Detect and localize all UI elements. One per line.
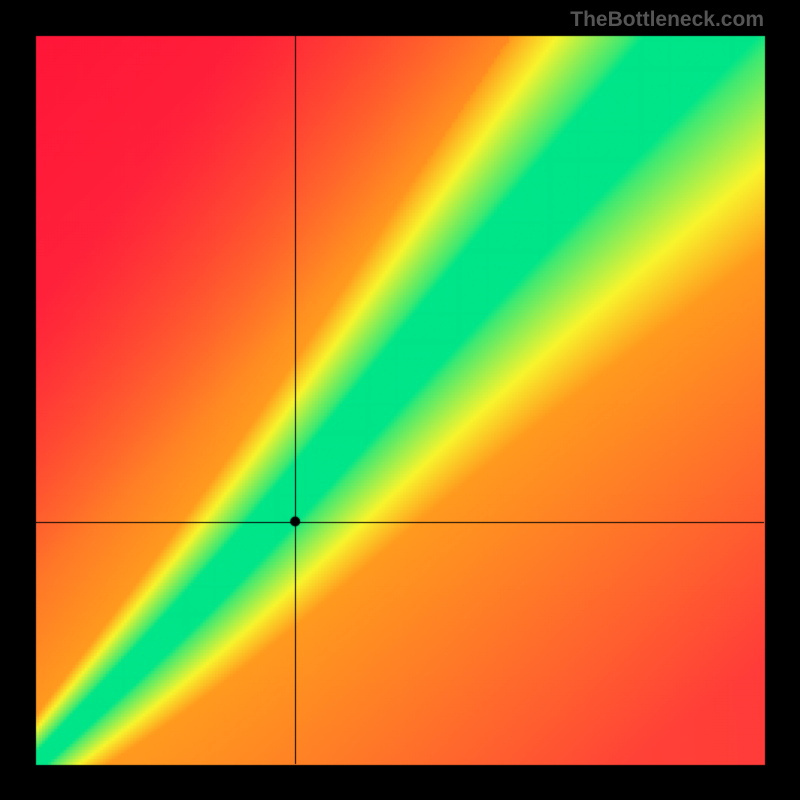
bottleneck-heatmap-canvas [0,0,800,800]
chart-container: TheBottleneck.com [0,0,800,800]
